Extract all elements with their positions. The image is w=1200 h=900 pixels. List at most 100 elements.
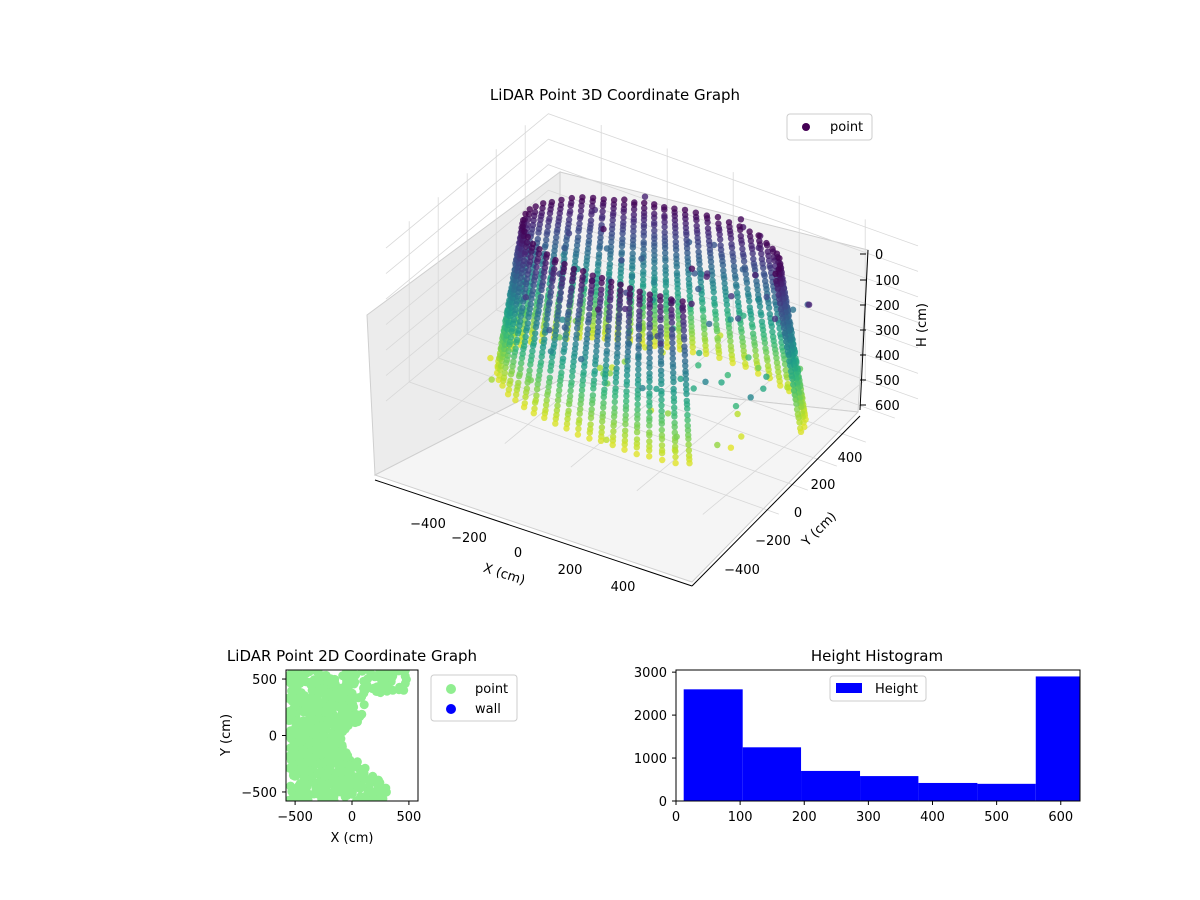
point-3d <box>732 402 740 410</box>
point-3d <box>579 194 586 201</box>
point-3d <box>669 350 676 357</box>
point-3d <box>621 196 628 203</box>
x-tick-label-3d: 200 <box>558 563 583 578</box>
point-3d <box>594 332 601 340</box>
point-3d <box>740 258 748 265</box>
point-3d <box>515 372 523 380</box>
point-3d <box>773 354 780 362</box>
point-3d <box>610 209 617 217</box>
point-3d <box>517 365 524 372</box>
point-3d <box>575 420 582 427</box>
point-3d <box>601 374 609 382</box>
point-3d <box>668 326 676 333</box>
point-3d <box>769 328 776 336</box>
point-3d <box>766 262 773 269</box>
point-3d <box>608 230 616 237</box>
point-3d <box>784 384 791 391</box>
point-3d <box>701 330 708 338</box>
point-3d <box>578 286 585 293</box>
point-3d <box>611 393 619 400</box>
point-3d <box>579 382 586 389</box>
point-3d <box>668 319 676 326</box>
point-3d <box>532 323 540 331</box>
point-3d <box>661 223 668 231</box>
point-3d <box>625 323 632 331</box>
point-3d <box>574 431 582 438</box>
x-axis-label-2d: X (cm) <box>331 831 374 846</box>
y-tick-label-2d: 500 <box>252 673 277 688</box>
point-3d <box>523 275 531 283</box>
point-3d <box>783 371 790 379</box>
y-axis-label-3d: Y (cm) <box>799 509 840 550</box>
point-3d <box>651 247 658 254</box>
point-3d <box>728 293 735 300</box>
point-3d <box>531 399 539 406</box>
point-3d <box>651 338 658 345</box>
point-3d <box>670 369 677 376</box>
point-3d <box>541 414 548 421</box>
point-3d <box>653 385 660 393</box>
point-3d <box>673 433 680 440</box>
point-3d <box>630 233 637 240</box>
point-3d <box>557 289 564 296</box>
point-3d <box>522 285 529 293</box>
point-3d <box>574 320 581 327</box>
point-3d <box>742 360 749 367</box>
point-3d <box>616 305 623 313</box>
point-3d <box>672 448 679 455</box>
point-3d <box>635 355 642 362</box>
point-3d <box>724 371 731 379</box>
point-3d <box>713 321 720 328</box>
point-3d <box>568 199 575 206</box>
ticks-3d: −400−2000200400−400−20002004000100200300… <box>410 248 900 595</box>
point-3d <box>566 302 573 309</box>
point-3d <box>542 401 550 409</box>
ticks-2d: −500 0 500 500 0 −500 <box>241 673 421 825</box>
point-3d <box>674 285 681 292</box>
point-3d <box>600 196 607 203</box>
point-3d <box>553 316 561 323</box>
point-3d <box>745 354 752 361</box>
histogram-bar <box>1035 676 1080 801</box>
point-3d <box>634 381 642 388</box>
point-3d <box>646 340 653 347</box>
point-3d <box>554 402 561 409</box>
y-tick-label-2d: 0 <box>269 730 277 745</box>
point-3d <box>685 276 692 283</box>
point-3d <box>790 381 797 388</box>
point-2d <box>342 790 352 800</box>
point-3d <box>534 258 541 265</box>
point-3d <box>651 265 658 272</box>
point-3d <box>700 322 708 329</box>
point-2d <box>360 792 370 801</box>
z-tick-label-3d: 100 <box>875 274 900 289</box>
point-3d <box>597 291 605 298</box>
y-tick-label-3d: −200 <box>755 534 791 549</box>
point-3d <box>557 201 565 209</box>
point-3d <box>501 341 509 348</box>
point-3d <box>654 333 661 340</box>
point-3d <box>634 406 641 413</box>
point-3d <box>635 321 643 328</box>
point-2d <box>329 678 339 688</box>
point-3d <box>546 378 553 386</box>
point-3d <box>657 316 664 324</box>
point-3d <box>548 283 555 290</box>
point-3d <box>793 400 800 408</box>
point-3d <box>612 379 619 386</box>
point-3d <box>630 206 638 213</box>
point-3d <box>589 202 596 210</box>
point-3d <box>709 277 716 284</box>
point-3d <box>605 316 612 324</box>
point-3d <box>598 286 605 293</box>
histogram-bars <box>683 676 1080 801</box>
point-3d <box>520 257 528 264</box>
point-3d <box>669 339 676 347</box>
point-3d <box>691 270 698 277</box>
point-3d <box>682 211 689 218</box>
x-tick-label-3d: −200 <box>451 531 487 546</box>
point-2d <box>306 726 316 735</box>
point-3d <box>753 357 760 364</box>
point-3d <box>574 234 582 241</box>
point-3d <box>641 193 649 200</box>
